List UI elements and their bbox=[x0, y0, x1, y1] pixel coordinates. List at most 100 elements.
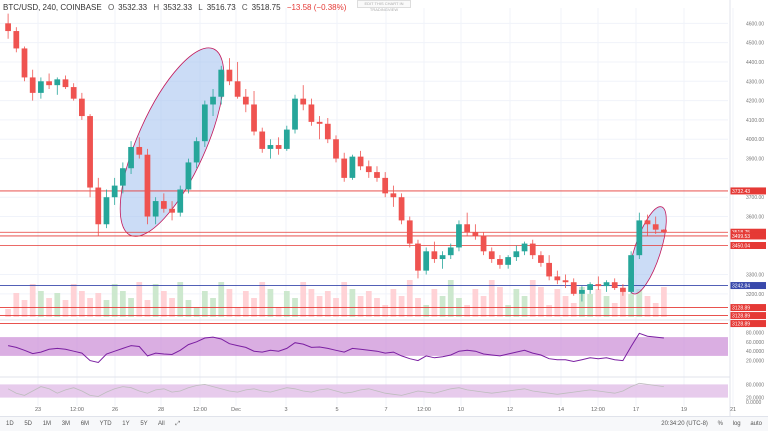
candle-body bbox=[79, 98, 85, 117]
candle-body bbox=[488, 251, 495, 260]
range-1m[interactable]: 1M bbox=[42, 421, 52, 427]
price-tag-label: 3128.89 bbox=[732, 314, 750, 320]
candle-body bbox=[38, 81, 44, 93]
volume-bar bbox=[579, 287, 585, 317]
candle-body bbox=[242, 96, 249, 105]
candle-body bbox=[472, 231, 479, 236]
candle-body bbox=[521, 243, 528, 252]
candle-body bbox=[177, 189, 184, 213]
candle-body bbox=[415, 243, 421, 271]
x-tick-label: 26 bbox=[112, 407, 118, 413]
candle-body bbox=[144, 154, 151, 217]
volume-bar bbox=[644, 296, 651, 317]
volume-bar bbox=[111, 284, 118, 317]
range-1y[interactable]: 1Y bbox=[122, 421, 130, 427]
candle-body bbox=[398, 197, 405, 221]
tradingview-watermark[interactable]: EDIT THIS CHART IN TRADINGVIEW bbox=[357, 0, 411, 12]
candle-body bbox=[103, 197, 110, 225]
price-tag bbox=[730, 304, 766, 312]
volume-bar bbox=[259, 282, 266, 317]
change-value: −13.58 (−0.38%) bbox=[286, 3, 347, 12]
volume-bar bbox=[136, 282, 143, 317]
candle-body bbox=[119, 168, 126, 186]
volume-bar bbox=[439, 296, 446, 317]
candle-body bbox=[628, 255, 634, 292]
range-5d[interactable]: 5D bbox=[24, 421, 33, 427]
candle-body bbox=[447, 247, 454, 256]
candle-body bbox=[644, 220, 651, 225]
candle-body bbox=[390, 193, 397, 198]
stoch-tick-label: 20.0000 bbox=[746, 396, 764, 402]
candle-body bbox=[210, 96, 216, 105]
candle-body bbox=[234, 81, 241, 97]
volume-bar bbox=[521, 296, 528, 317]
candle-body bbox=[300, 98, 307, 105]
candle-body bbox=[111, 185, 118, 198]
close-label: C bbox=[241, 3, 248, 12]
symbol-label[interactable]: BTC/USD, 240, COINBASE bbox=[3, 3, 102, 12]
auto-toggle[interactable]: auto bbox=[750, 421, 762, 427]
volume-bar bbox=[595, 289, 602, 317]
x-tick-label: 19 bbox=[681, 407, 687, 413]
volume-bar bbox=[349, 289, 356, 317]
volume-bar bbox=[464, 305, 471, 317]
y-tick-label: 3700.00 bbox=[746, 195, 764, 201]
range-selector: 1D 5D 1M 3M 6M YTD 1Y 5Y All ⤢ bbox=[6, 421, 189, 428]
volume-bar bbox=[365, 291, 372, 317]
log-toggle[interactable]: log bbox=[732, 421, 741, 427]
x-tick-label: Dec bbox=[231, 407, 241, 413]
y-tick-label: 3900.00 bbox=[746, 157, 764, 163]
candle-body bbox=[283, 129, 290, 149]
open-label: O bbox=[107, 3, 115, 12]
open-value: 3532.33 bbox=[118, 3, 148, 12]
x-tick-label: 10 bbox=[458, 407, 464, 413]
candle-body bbox=[497, 259, 503, 265]
candle-body bbox=[464, 224, 471, 232]
candle-body bbox=[316, 121, 323, 124]
y-tick-label: 4000.00 bbox=[746, 137, 764, 143]
candle-body bbox=[70, 87, 77, 99]
volume-bar bbox=[628, 294, 634, 317]
volume-bar bbox=[300, 282, 307, 317]
price-tag-label: 3499.53 bbox=[732, 234, 750, 240]
high-value: 3532.33 bbox=[163, 3, 193, 12]
candle-body bbox=[251, 104, 257, 132]
percent-toggle[interactable]: % bbox=[717, 421, 723, 427]
range-5y[interactable]: 5Y bbox=[140, 421, 148, 427]
candle-body bbox=[636, 220, 643, 256]
range-1d[interactable]: 1D bbox=[6, 421, 14, 427]
volume-bar bbox=[242, 291, 249, 317]
candle-body bbox=[587, 284, 593, 290]
candle-body bbox=[652, 224, 659, 230]
y-tick-label: 3300.00 bbox=[746, 272, 764, 278]
candle-body bbox=[529, 243, 536, 256]
x-tick-label: 3 bbox=[284, 407, 287, 413]
rsi-line bbox=[7, 332, 664, 364]
y-tick-label: 3200.00 bbox=[746, 292, 764, 298]
volume-bar bbox=[472, 289, 479, 317]
go-to-date-icon[interactable]: ⤢ bbox=[175, 421, 181, 427]
range-all[interactable]: All bbox=[158, 421, 165, 427]
volume-bar bbox=[611, 303, 618, 317]
candle-body bbox=[136, 146, 143, 155]
volume-bar bbox=[636, 289, 643, 317]
range-3m[interactable]: 3M bbox=[61, 421, 71, 427]
footer-right: 20:34:20 (UTC-8) % log auto bbox=[653, 421, 762, 427]
price-tag bbox=[730, 232, 766, 240]
volume-bar bbox=[554, 289, 561, 317]
volume-bar bbox=[488, 280, 495, 317]
chart-footer: 1D 5D 1M 3M 6M YTD 1Y 5Y All ⤢ 20:34:20 … bbox=[0, 416, 768, 431]
candle-body bbox=[193, 141, 200, 163]
stoch-tick-label: 80.0000 bbox=[746, 382, 764, 388]
volume-bar bbox=[570, 303, 577, 317]
volume-bar bbox=[5, 309, 11, 317]
range-6m[interactable]: 6M bbox=[80, 421, 90, 427]
volume-bar bbox=[152, 284, 159, 317]
range-ytd[interactable]: YTD bbox=[99, 421, 112, 427]
candle-body bbox=[185, 162, 192, 190]
volume-bar bbox=[177, 282, 184, 317]
candle-body bbox=[374, 172, 380, 178]
volume-bar bbox=[103, 300, 110, 317]
price-tag bbox=[730, 312, 766, 320]
